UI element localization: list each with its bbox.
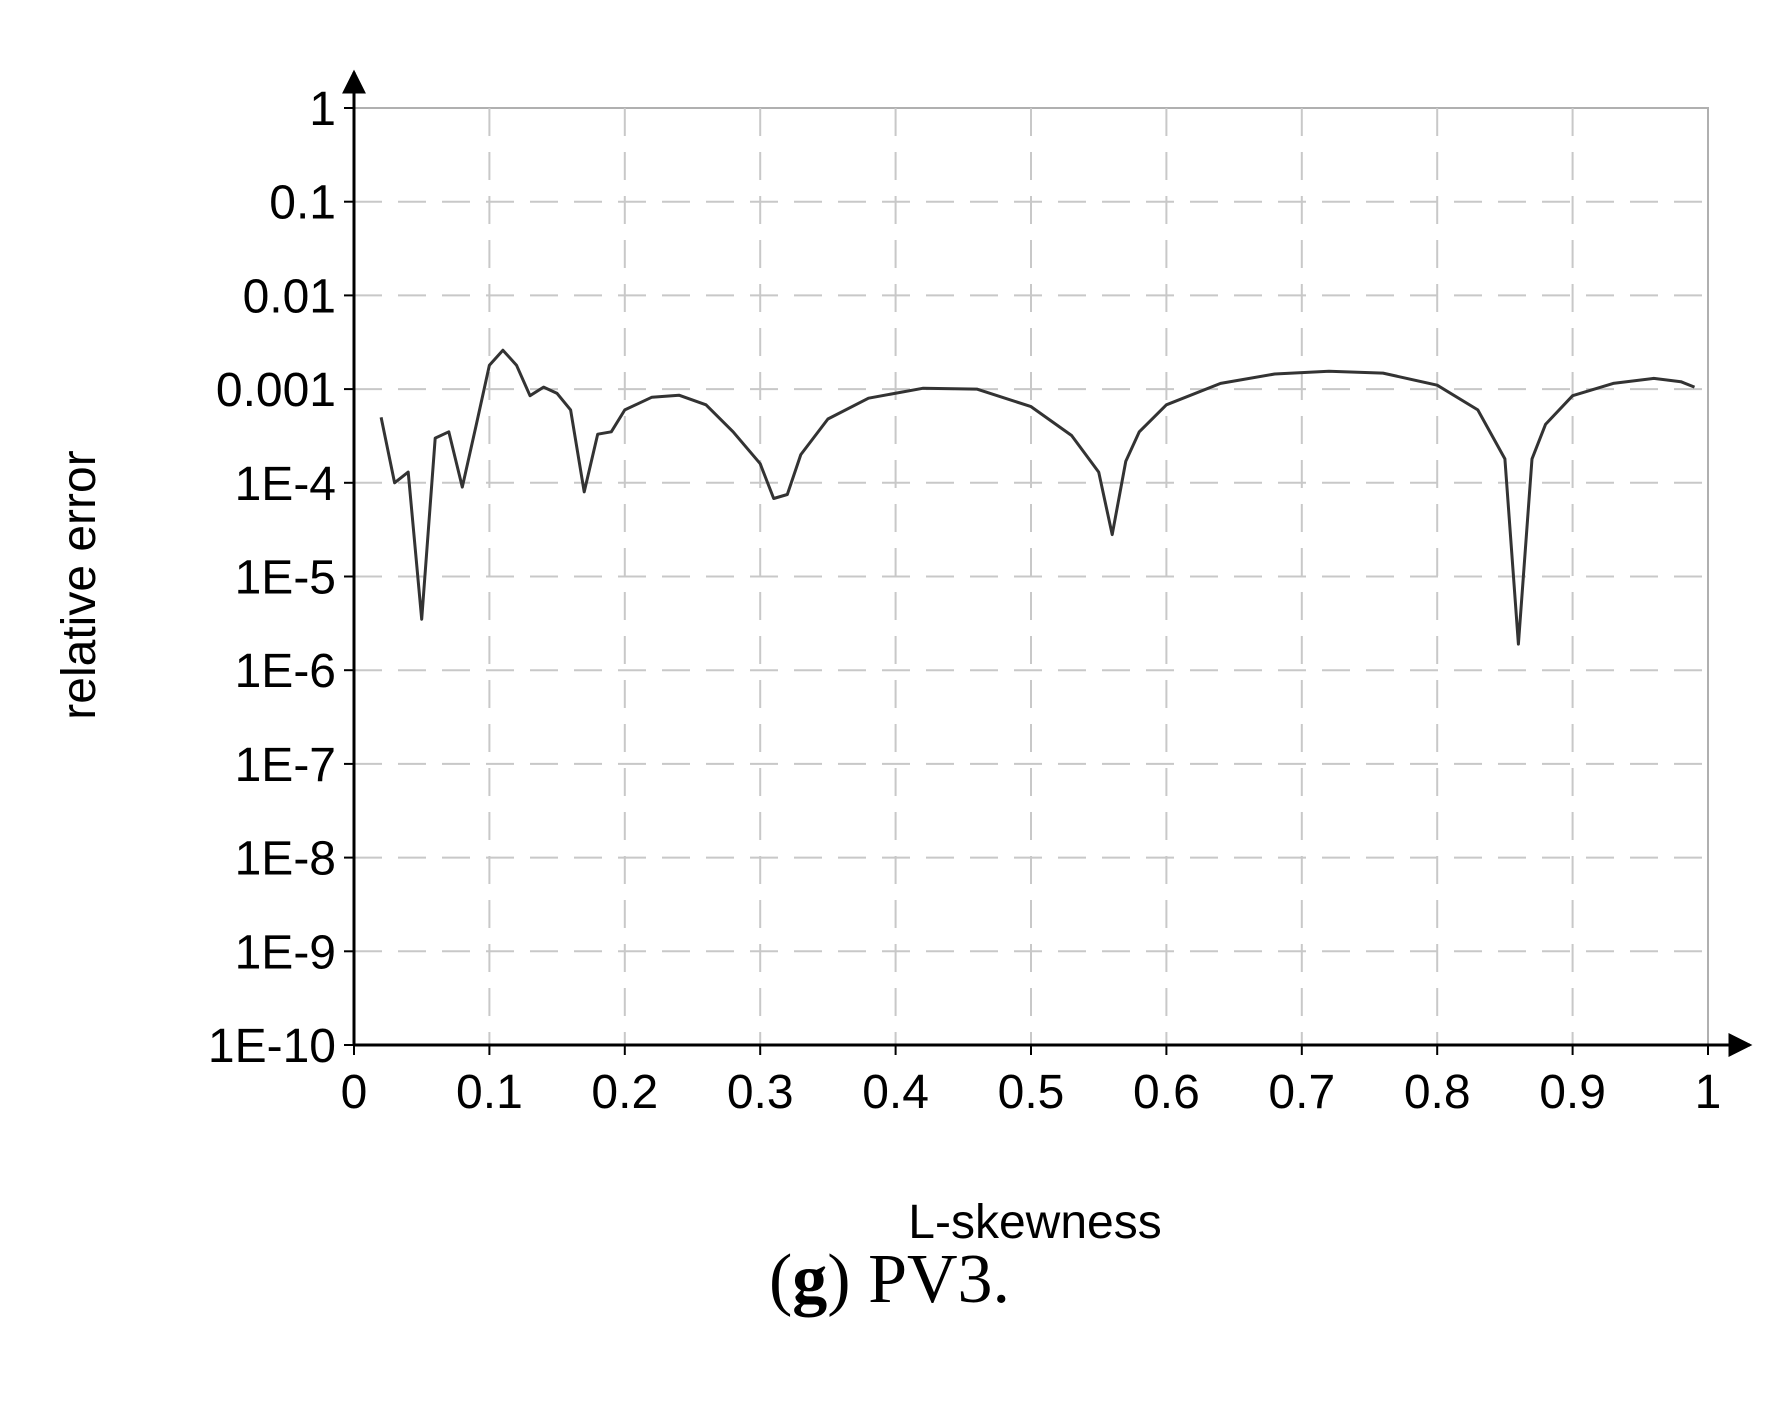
- x-tick-label: 0.1: [456, 1066, 523, 1119]
- y-tick-label: 1E-9: [235, 926, 336, 979]
- x-tick-label: 0.8: [1404, 1066, 1471, 1119]
- x-tick-label: 0.5: [998, 1066, 1065, 1119]
- y-tick-label: 1: [309, 83, 336, 136]
- y-tick-label: 1E-4: [235, 458, 336, 511]
- x-tick-label: 0.6: [1133, 1066, 1200, 1119]
- y-axis-label: relative error: [53, 450, 106, 719]
- figure-caption: (g) PV3.: [0, 1240, 1779, 1320]
- y-tick-label: 1E-10: [208, 1020, 336, 1073]
- x-tick-labels: 0 0.1 0.2 0.3 0.4 0.5 0.6 0.7 0.8 0.9 1: [341, 1066, 1722, 1119]
- axes: [342, 69, 1753, 1057]
- y-tick-label: 1E-6: [235, 645, 336, 698]
- caption-letter: g: [792, 1241, 828, 1318]
- x-tick-label: 0.3: [727, 1066, 794, 1119]
- x-axis-label: L-skewness: [908, 1196, 1161, 1249]
- x-tick-label: 0.9: [1539, 1066, 1606, 1119]
- y-tick-label: 1E-8: [235, 833, 336, 886]
- caption-text: PV3.: [850, 1241, 1011, 1318]
- y-tick-label: 0.01: [243, 270, 336, 323]
- x-tick-label: 1: [1695, 1066, 1722, 1119]
- x-tick-label: 0.2: [591, 1066, 658, 1119]
- y-tick-label: 0.001: [216, 364, 336, 417]
- x-tick-label: 0.7: [1268, 1066, 1335, 1119]
- y-tick-label: 1E-5: [235, 552, 336, 605]
- caption-open-paren: (: [768, 1241, 793, 1318]
- x-tick-label: 0: [341, 1066, 368, 1119]
- x-tick-label: 0.4: [862, 1066, 929, 1119]
- series-line: [379, 348, 1696, 646]
- y-tick-label: 0.1: [269, 177, 336, 230]
- y-tick-labels: 1 0.1 0.01 0.001 1E-4 1E-5 1E-6 1E-7 1E-8 1E-9 1E-…: [208, 83, 336, 1073]
- grid: [353, 107, 1709, 1046]
- caption-close-paren: ): [827, 1241, 851, 1318]
- y-tick-label: 1E-7: [235, 739, 336, 792]
